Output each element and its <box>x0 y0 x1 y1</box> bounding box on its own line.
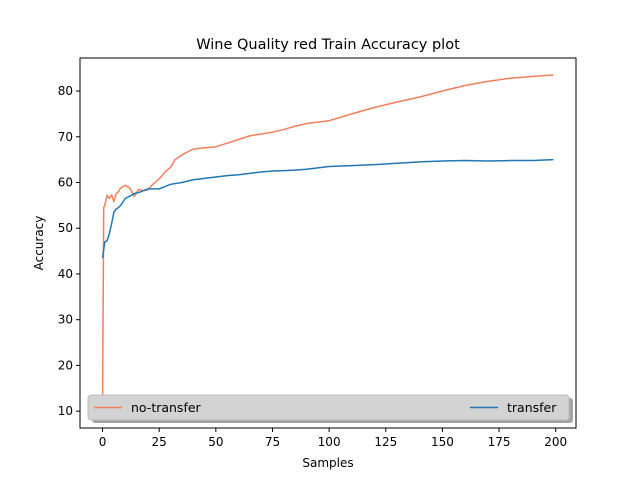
x-axis-label: Samples <box>302 456 353 470</box>
legend-label-no-transfer: no-transfer <box>131 400 202 415</box>
y-tick-label: 70 <box>58 130 73 144</box>
y-tick-label: 40 <box>58 267 73 281</box>
y-tick-label: 20 <box>58 358 73 372</box>
legend-label-transfer: transfer <box>507 400 557 415</box>
x-tick-label: 150 <box>431 435 454 449</box>
x-tick-label: 0 <box>99 435 107 449</box>
chart-title: Wine Quality red Train Accuracy plot <box>196 37 460 53</box>
x-tick-label: 50 <box>208 435 223 449</box>
x-tick-label: 75 <box>265 435 280 449</box>
y-tick-label: 60 <box>58 175 73 189</box>
series-line-no-transfer <box>101 74 554 411</box>
plot-frame <box>79 57 577 429</box>
x-tick-label: 200 <box>544 435 567 449</box>
x-tick-label: 125 <box>374 435 397 449</box>
x-tick-label: 175 <box>488 435 511 449</box>
y-tick-label: 10 <box>58 404 73 418</box>
y-tick-label: 50 <box>58 221 73 235</box>
legend: no-transfer transfer <box>87 394 573 423</box>
x-tick-label: 25 <box>152 435 167 449</box>
series-line-transfer <box>101 158 554 259</box>
legend-box <box>87 394 570 421</box>
y-tick-label: 80 <box>58 84 73 98</box>
y-tick-label: 30 <box>58 313 73 327</box>
y-axis-label: Accuracy <box>32 216 46 271</box>
x-tick-label: 100 <box>318 435 341 449</box>
